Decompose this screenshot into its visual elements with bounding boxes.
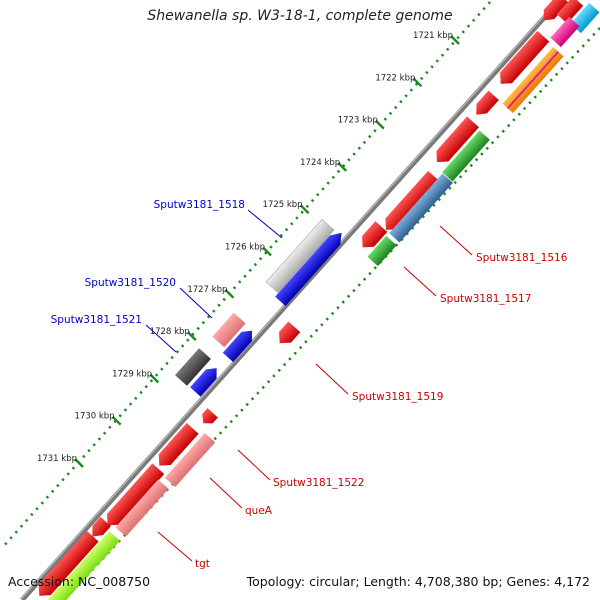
tick-ring-inner (63, 27, 600, 600)
gene-label-1518[interactable]: Sputw3181_1518 (154, 199, 245, 211)
gene-arrow-top-1 (543, 0, 569, 21)
gene-arrow-1522 (202, 408, 218, 424)
gene-arrow-tgt (107, 463, 165, 526)
cds-magenta-top (556, 0, 584, 24)
kbp-tick-label: 1727 kbp (187, 285, 227, 295)
kbp-tick-label: 1731 kbp (37, 454, 77, 464)
gene-arrow-1519 (279, 321, 301, 344)
gene-label-1520[interactable]: Sputw3181_1520 (85, 277, 176, 289)
leader-1518 (247, 209, 283, 239)
gene-label-1521[interactable]: Sputw3181_1521 (51, 314, 142, 326)
cds-lime-bottom-2 (88, 531, 120, 565)
kbp-tick-group: 1721 kbp 1722 kbp 1723 kbp 1724 kbp 1725 kbp… (37, 31, 460, 468)
gene-arrow-5 (38, 530, 99, 596)
kbp-tick-mark (149, 373, 160, 384)
cds-magenta-2 (550, 16, 580, 48)
leader-1520 (179, 287, 213, 319)
kbp-tick-mark (262, 246, 272, 257)
gene-label-queA[interactable]: queA (245, 505, 273, 517)
kbp-tick-mark (186, 331, 197, 341)
cds-pink-tgt (115, 479, 169, 537)
gene-arrow-1520 (222, 330, 252, 363)
kbp-tick-label: 1722 kbp (375, 73, 415, 83)
gene-arrow-1516 (385, 170, 440, 230)
kbp-tick-label: 1726 kbp (225, 243, 265, 253)
leader-1519 (315, 363, 349, 395)
kbp-tick-label: 1724 kbp (300, 158, 340, 168)
gene-label-tgt[interactable]: tgt (195, 558, 210, 570)
gene-arrow-2 (476, 90, 499, 115)
gene-arrow-1 (500, 30, 550, 84)
gene-arrow-1517 (362, 221, 388, 248)
gene-arrow-queA (158, 423, 199, 466)
kbp-tick-mark (374, 119, 385, 130)
gene-arrow-1518 (275, 232, 342, 306)
gene-label-1516[interactable]: Sputw3181_1516 (476, 252, 568, 264)
cds-olive-1517 (367, 235, 397, 267)
leader-1516 (439, 225, 473, 256)
genome-summary-text: Topology: circular; Length: 4,708,380 bp… (246, 574, 590, 589)
kbp-tick-label: 1730 kbp (75, 412, 115, 422)
leader-1522 (237, 449, 271, 481)
kbp-tick-mark (412, 77, 423, 88)
cds-green-1 (442, 130, 490, 182)
leader-1517 (403, 266, 437, 297)
cds-dark-1521 (175, 348, 211, 386)
kbp-tick-mark (337, 162, 348, 172)
gene-label-1517[interactable]: Sputw3181_1517 (440, 293, 531, 305)
gene-label-1519[interactable]: Sputw3181_1519 (352, 391, 443, 403)
kbp-tick-mark (299, 204, 310, 215)
kbp-tick-label: 1729 kbp (112, 369, 152, 379)
cds-pink-1520 (212, 312, 246, 348)
genome-backbone (20, 0, 562, 600)
kbp-tick-mark (111, 415, 122, 426)
gene-arrow-1521 (190, 368, 217, 397)
gene-label-1522[interactable]: Sputw3181_1522 (273, 477, 364, 489)
leader-tgt (157, 531, 193, 562)
kbp-tick-label: 1723 kbp (338, 116, 378, 126)
leader-queA (209, 477, 243, 509)
cds-grey-1518 (265, 219, 335, 293)
kbp-tick-mark (74, 458, 84, 468)
tick-ring-outer (1, 1, 491, 549)
kbp-tick-mark (450, 35, 460, 45)
kbp-tick-label: 1721 kbp (413, 31, 453, 41)
gene-arrow-4 (92, 516, 111, 537)
kbp-tick-label: 1728 kbp (150, 327, 190, 337)
cds-steel-1516 (389, 173, 453, 243)
genome-title: Shewanella sp. W3-18-1, complete genome (147, 8, 453, 24)
accession-text: Accession: NC_008750 (8, 574, 151, 589)
kbp-tick-label: 1725 kbp (263, 200, 303, 210)
cds-pink-queA (164, 432, 216, 488)
cds-orange-stripe (506, 51, 560, 109)
kbp-tick-mark (224, 288, 235, 299)
gene-arrow-3 (436, 116, 479, 163)
leader-1521 (145, 324, 177, 353)
